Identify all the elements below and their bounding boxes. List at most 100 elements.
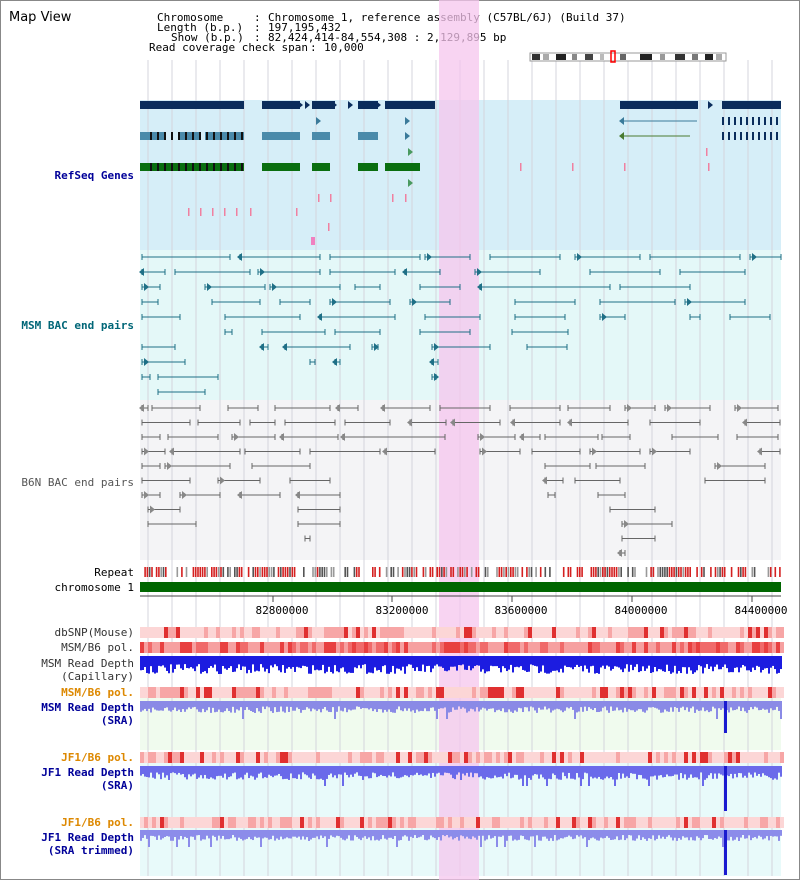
track-label-msm-bac[interactable]: MSM BAC end pairs — [21, 319, 134, 332]
heat-cell — [352, 642, 356, 653]
track-label-msm-b6-pol[interactable]: MSM/B6 pol. — [61, 641, 134, 654]
depth-bar — [306, 830, 308, 838]
repeat-mark — [222, 567, 225, 577]
track-label-repeat[interactable]: Repeat — [94, 566, 134, 579]
track-label-b6n-bac[interactable]: B6N BAC end pairs — [21, 476, 134, 489]
depth-bar — [340, 656, 342, 669]
track-label-jf1-b6-pol-2[interactable]: JF1/B6 pol. — [61, 816, 134, 829]
depth-bar — [770, 766, 772, 779]
depth-bar — [448, 766, 450, 774]
heat-cell — [288, 687, 292, 698]
depth-bar — [246, 830, 248, 839]
depth-bar — [272, 766, 274, 778]
track-label-msm-depth-capillary[interactable]: MSM Read Depth — [41, 657, 134, 670]
depth-bar — [322, 701, 324, 709]
track-label-jf1-depth-sra[interactable]: JF1 Read Depth — [41, 766, 134, 779]
heat-cell — [764, 642, 768, 653]
depth-bar — [158, 766, 160, 775]
repeat-mark — [406, 567, 409, 577]
heat-cell — [536, 627, 540, 638]
heat-cell — [708, 817, 712, 828]
repeat-track[interactable] — [144, 567, 781, 577]
depth-bar — [222, 766, 224, 778]
depth-bar — [366, 701, 368, 709]
depth-bar — [548, 701, 550, 709]
track-label-refseq[interactable]: RefSeq Genes — [54, 169, 134, 182]
depth-bar — [700, 766, 702, 773]
heat-cell — [364, 817, 368, 828]
depth-bar — [164, 701, 166, 709]
strand-arrow — [305, 101, 310, 109]
depth-bar — [174, 656, 176, 670]
track-label-chromosome: chromosome 1 — [54, 581, 134, 594]
depth-bar — [180, 656, 182, 669]
depth-bar — [418, 766, 420, 776]
track-label-msm-depth-sra[interactable]: MSM Read Depth — [41, 701, 134, 714]
polymorphism-tracks[interactable] — [140, 627, 784, 828]
heat-cell — [628, 627, 632, 638]
depth-bar — [766, 830, 768, 837]
depth-bar — [776, 830, 778, 837]
depth-bar — [432, 656, 434, 669]
depth-bar — [396, 701, 398, 710]
depth-bar — [596, 656, 598, 673]
depth-bar — [404, 656, 406, 674]
heat-cell — [160, 627, 164, 638]
track-label-dbsnp[interactable]: dbSNP(Mouse) — [54, 626, 134, 639]
depth-bar — [188, 701, 190, 708]
heat-cell — [528, 817, 532, 828]
heat-cell — [308, 752, 312, 763]
depth-bar — [204, 701, 206, 713]
depth-bar — [616, 830, 618, 837]
depth-bar — [160, 766, 162, 780]
heat-cell — [432, 752, 436, 763]
depth-bar — [504, 656, 506, 669]
heat-cell — [192, 642, 196, 653]
ideogram-outline — [529, 52, 727, 62]
depth-bar — [660, 701, 662, 713]
heat-cell — [548, 817, 552, 828]
depth-bar — [374, 701, 376, 710]
depth-bar — [666, 830, 668, 837]
heat-cell — [232, 687, 236, 698]
read-depth-tracks[interactable] — [140, 656, 782, 875]
heat-cell — [248, 687, 252, 698]
depth-bar — [290, 830, 292, 839]
depth-bar — [696, 766, 698, 778]
depth-bar — [450, 656, 452, 667]
chromosome-ideogram[interactable] — [529, 50, 727, 63]
track-label-jf1-depth-trimmed[interactable]: JF1 Read Depth — [41, 831, 134, 844]
heat-cell — [268, 627, 272, 638]
gene-marker — [706, 148, 708, 156]
depth-bar — [326, 701, 328, 711]
depth-bar — [390, 830, 392, 838]
heat-cell — [460, 752, 464, 763]
repeat-mark — [544, 567, 547, 577]
depth-bar — [452, 766, 454, 779]
depth-bar — [648, 766, 650, 786]
depth-bar — [690, 830, 692, 838]
depth-bar — [772, 656, 774, 666]
refseq-genes-track[interactable] — [140, 101, 781, 245]
msm-bac-track[interactable] — [139, 253, 782, 395]
heat-cell — [404, 817, 408, 828]
depth-bar — [760, 830, 762, 837]
heat-cell — [148, 817, 152, 828]
b6n-bac-track[interactable] — [139, 404, 781, 557]
depth-bar — [742, 701, 744, 708]
depth-bar — [354, 701, 356, 710]
repeat-mark — [631, 567, 634, 577]
selected-region-highlight[interactable] — [439, 0, 479, 880]
depth-bar — [674, 766, 676, 775]
depth-bar — [150, 656, 152, 667]
track-label-msm-b6-pol-sra[interactable]: MSM/B6 pol. — [61, 686, 134, 699]
depth-bar — [580, 656, 582, 666]
depth-bar — [214, 701, 216, 713]
heat-cell — [624, 687, 628, 698]
track-label-jf1-b6-pol[interactable]: JF1/B6 pol. — [61, 751, 134, 764]
depth-bar — [408, 656, 410, 665]
depth-bar — [382, 701, 384, 713]
depth-bar — [528, 701, 530, 712]
heat-cell — [272, 817, 276, 828]
